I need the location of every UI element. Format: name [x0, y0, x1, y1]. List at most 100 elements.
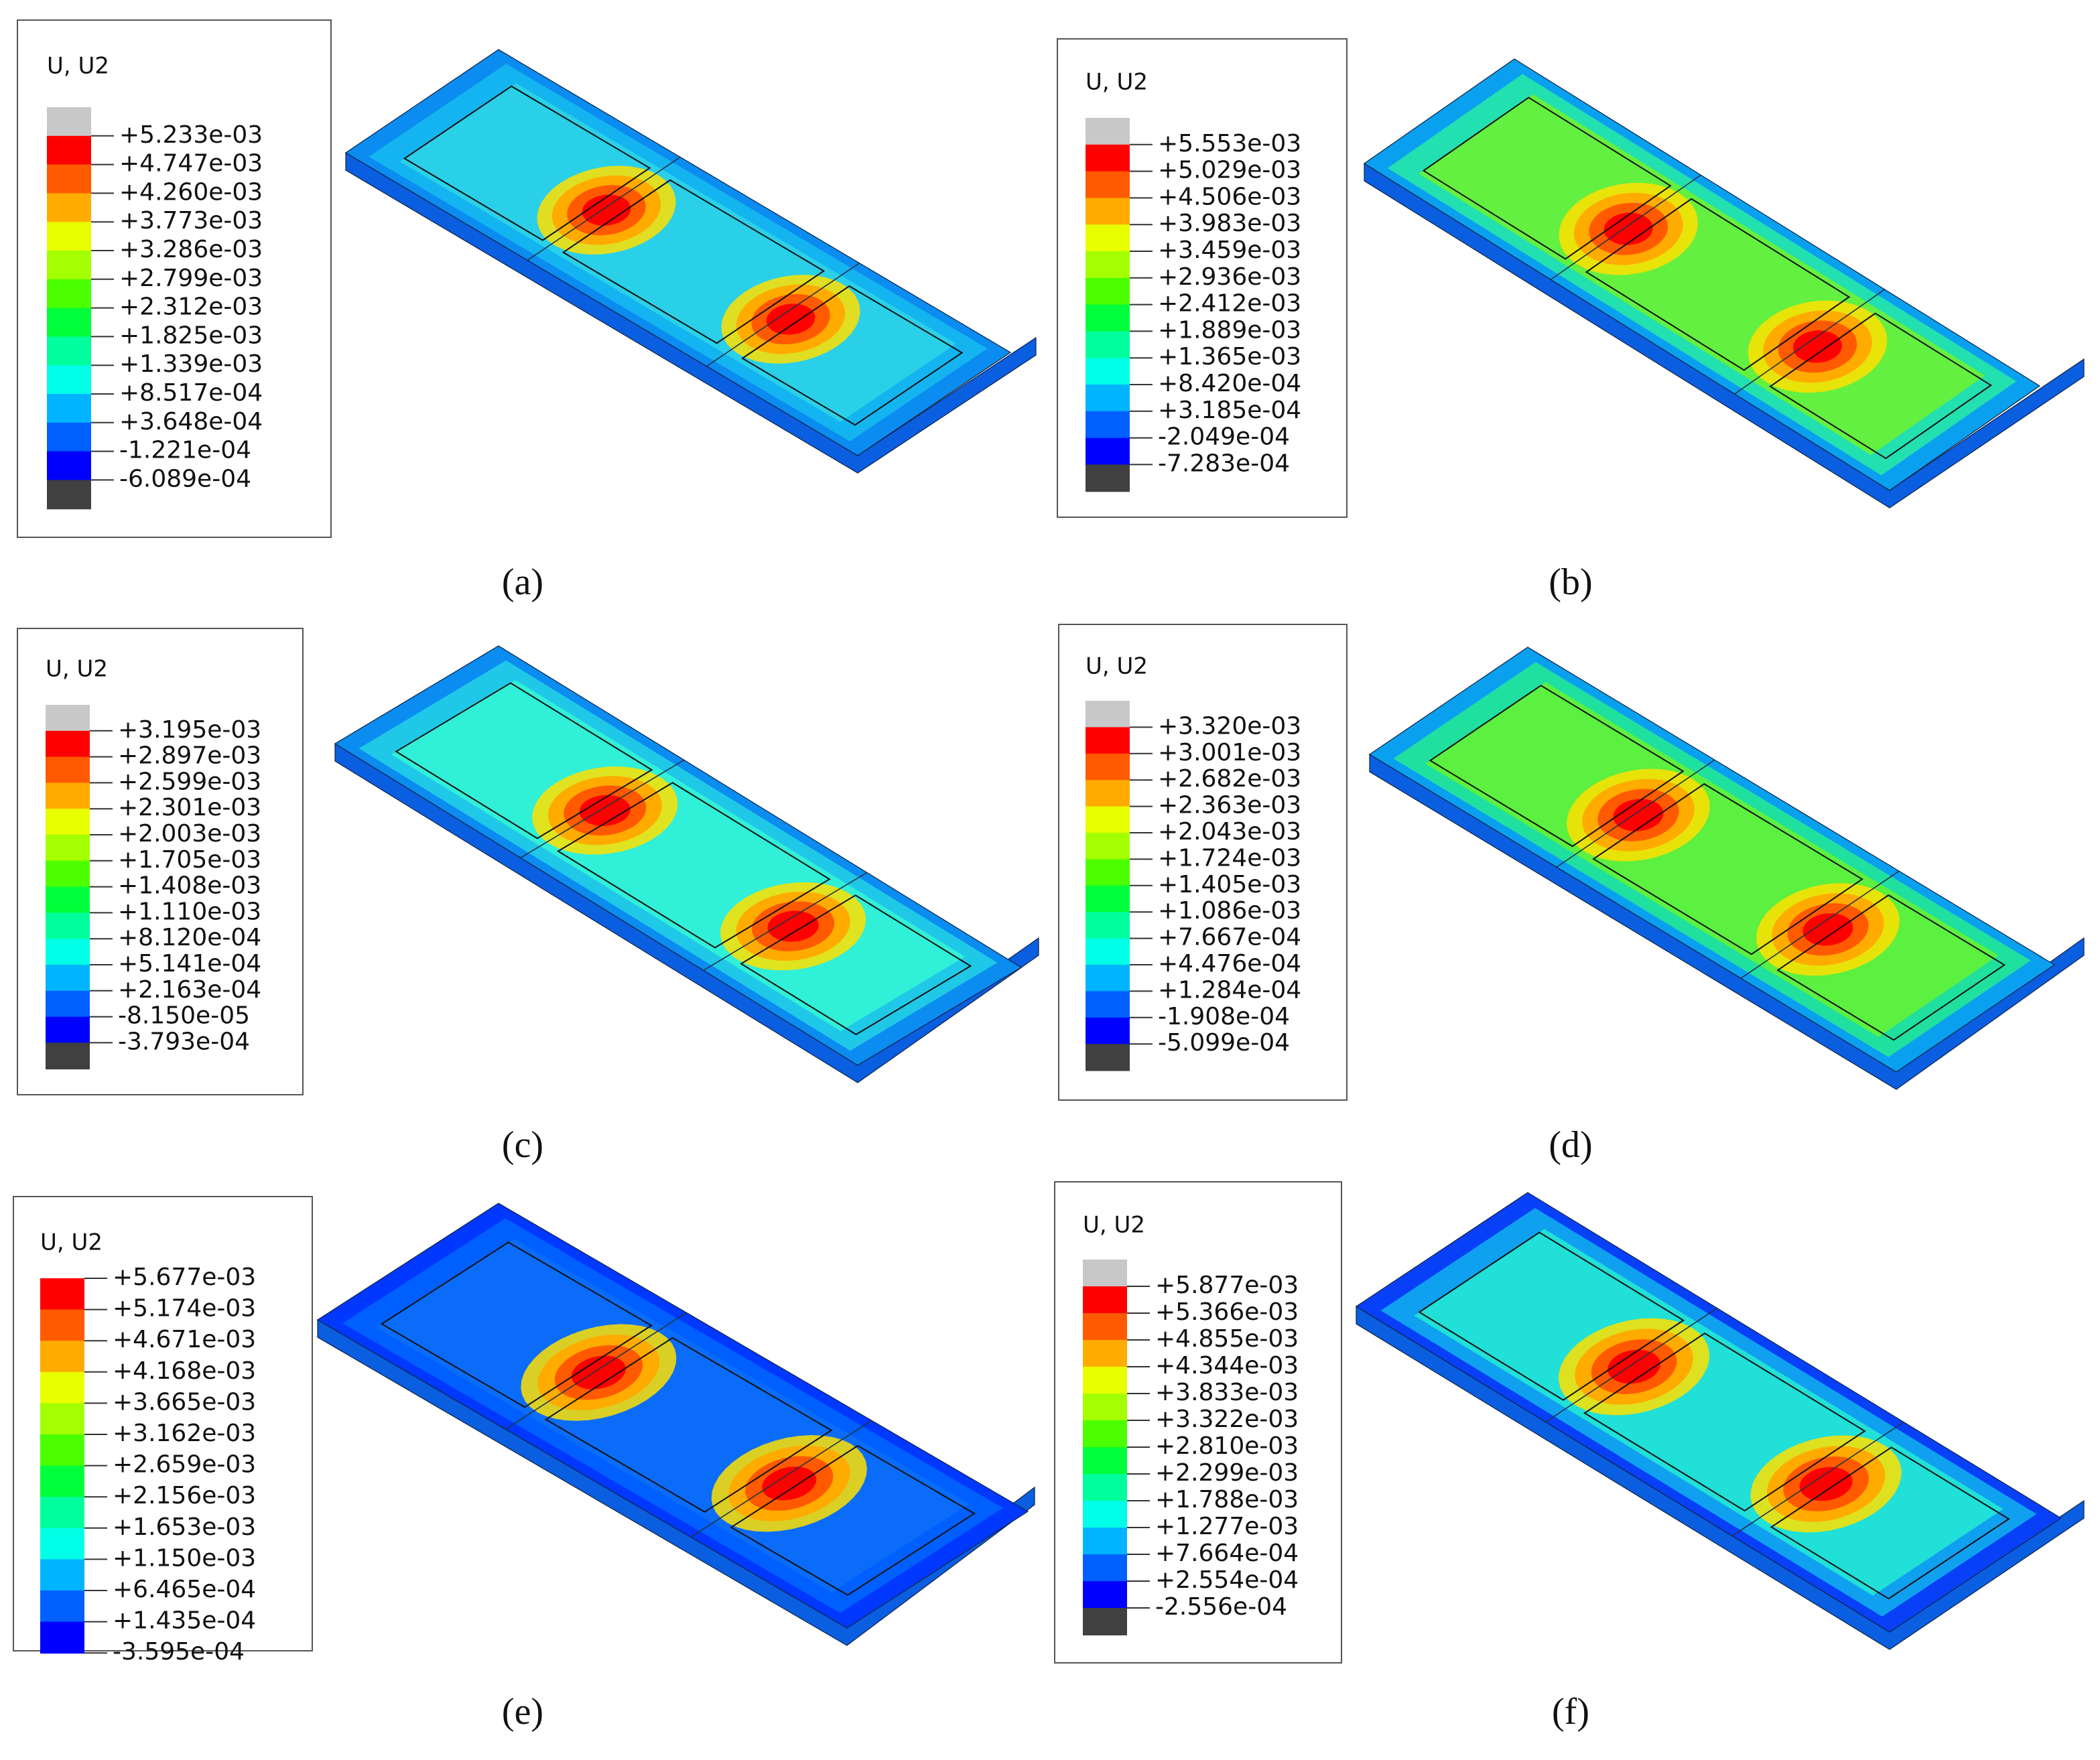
legend-swatch: [46, 939, 90, 965]
caption: (a): [502, 561, 543, 603]
window-outline: [1776, 894, 2006, 1041]
legend-level: +1.408e-03: [118, 872, 261, 900]
legend-level: +1.339e-03: [119, 350, 263, 378]
legend-swatch: [40, 1341, 84, 1373]
plate-zone: [1419, 94, 1985, 456]
legend-level: +1.825e-03: [119, 322, 263, 349]
legend-level: +5.233e-03: [119, 121, 263, 149]
window-outline: [740, 894, 972, 1036]
legend-level: +2.554e-04: [1155, 1566, 1299, 1594]
plate-zone: [399, 83, 957, 422]
legend-level: +1.086e-03: [1158, 897, 1301, 925]
legend-swatch: [1083, 1528, 1127, 1555]
legend-swatch: [1086, 965, 1130, 992]
legend-level: -5.099e-04: [1158, 1029, 1290, 1057]
window-outline: [1769, 312, 1993, 460]
legend-swatch: [46, 990, 90, 1018]
legend-swatch: [1083, 1608, 1127, 1635]
legend-level: +8.420e-04: [1158, 370, 1301, 397]
joint-line: [703, 872, 868, 971]
window-outline: [730, 1444, 976, 1597]
legend-level: +5.141e-04: [118, 950, 261, 977]
legend-swatch: [1083, 1501, 1127, 1528]
legend-level: +1.724e-03: [1158, 844, 1301, 872]
legend-swatch: [1083, 1554, 1127, 1582]
window-outline: [544, 1337, 833, 1513]
legend-level: -3.595e-04: [113, 1638, 245, 1666]
legend-level: +5.174e-03: [113, 1295, 256, 1323]
hotspot: [767, 910, 819, 942]
legend-swatch: [1086, 780, 1130, 807]
legend-swatch: [1086, 411, 1130, 439]
window-outline: [1418, 1231, 1685, 1401]
legend-level: +2.810e-03: [1155, 1432, 1299, 1460]
legend-swatch: [1086, 437, 1130, 466]
legend-level: +7.664e-04: [1155, 1540, 1299, 1567]
legend-swatch: [40, 1371, 84, 1404]
window-outline: [395, 682, 653, 839]
hotspot: [571, 1355, 626, 1390]
legend-swatch: [47, 451, 91, 481]
legend-level: +8.120e-04: [118, 924, 261, 951]
legend-swatch: [1086, 198, 1130, 226]
legend-level: +4.747e-03: [119, 150, 263, 178]
legend-swatch: [46, 886, 90, 914]
legend-swatch: [46, 705, 90, 732]
legend-swatch: [1083, 1260, 1127, 1287]
legend-level: +2.659e-03: [113, 1451, 256, 1479]
legend-swatch: [47, 336, 91, 366]
legend-swatch: [47, 193, 91, 223]
legend-level: +5.877e-03: [1155, 1272, 1299, 1299]
legend-level: +1.365e-03: [1158, 343, 1301, 370]
joint-line: [1550, 174, 1701, 280]
legend-level: +8.517e-04: [119, 379, 263, 407]
window-outline: [557, 782, 831, 949]
legend-swatch: [1086, 991, 1130, 1018]
legend-swatch: [47, 480, 91, 510]
panel: U, U2 +5.233e-03+4.747e-03+4.260e-03+3.77…: [17, 19, 1037, 603]
caption: (f): [1552, 1691, 1589, 1733]
joint-line: [1740, 870, 1900, 979]
legend-swatch: [40, 1497, 84, 1529]
caption: (d): [1549, 1124, 1592, 1166]
legend-title: U, U2: [46, 656, 108, 683]
legend-swatch: [47, 251, 91, 280]
legend-level: +4.506e-03: [1158, 183, 1301, 210]
legend-swatch: [1083, 1286, 1127, 1314]
legend-swatch: [1086, 701, 1130, 728]
legend-title: U, U2: [1083, 1212, 1145, 1239]
legend-swatch: [1086, 806, 1130, 833]
legend-level: +2.599e-03: [118, 768, 261, 795]
legend-level: +2.299e-03: [1155, 1459, 1299, 1487]
legend-swatch: [1086, 304, 1130, 332]
legend-swatch: [1086, 144, 1130, 172]
legend-level: +2.301e-03: [118, 794, 261, 821]
legend-level: +2.363e-03: [1158, 792, 1301, 819]
legend-level: -8.150e-05: [118, 1002, 250, 1030]
legend-level: +3.773e-03: [119, 207, 263, 234]
legend-swatch: [46, 965, 90, 992]
window-outline: [562, 179, 826, 344]
legend-swatch: [1086, 912, 1130, 939]
window-outline: [741, 285, 964, 426]
legend-level: +4.671e-03: [113, 1326, 256, 1353]
joint-line: [1556, 759, 1715, 868]
legend-swatch: [46, 1016, 90, 1044]
window-outline: [1429, 684, 1685, 848]
legend-level: +6.465e-04: [113, 1576, 256, 1603]
joint-line: [690, 1420, 872, 1538]
legend-level: +3.185e-04: [1158, 397, 1301, 424]
legend-level: -2.556e-04: [1155, 1593, 1287, 1621]
legend-swatch: [1083, 1394, 1127, 1421]
joint-line: [1734, 289, 1886, 395]
legend-swatch: [47, 222, 91, 251]
legend-level: -1.221e-04: [119, 437, 251, 464]
legend-swatch: [1086, 118, 1130, 145]
legend-level: +7.667e-04: [1158, 924, 1301, 951]
hotspot: [762, 1467, 817, 1501]
hotspot: [1613, 799, 1664, 831]
legend-swatch: [1086, 224, 1130, 252]
legend-level: +2.799e-03: [119, 265, 263, 292]
legend-swatch: [40, 1465, 84, 1498]
window-outline: [403, 85, 651, 241]
